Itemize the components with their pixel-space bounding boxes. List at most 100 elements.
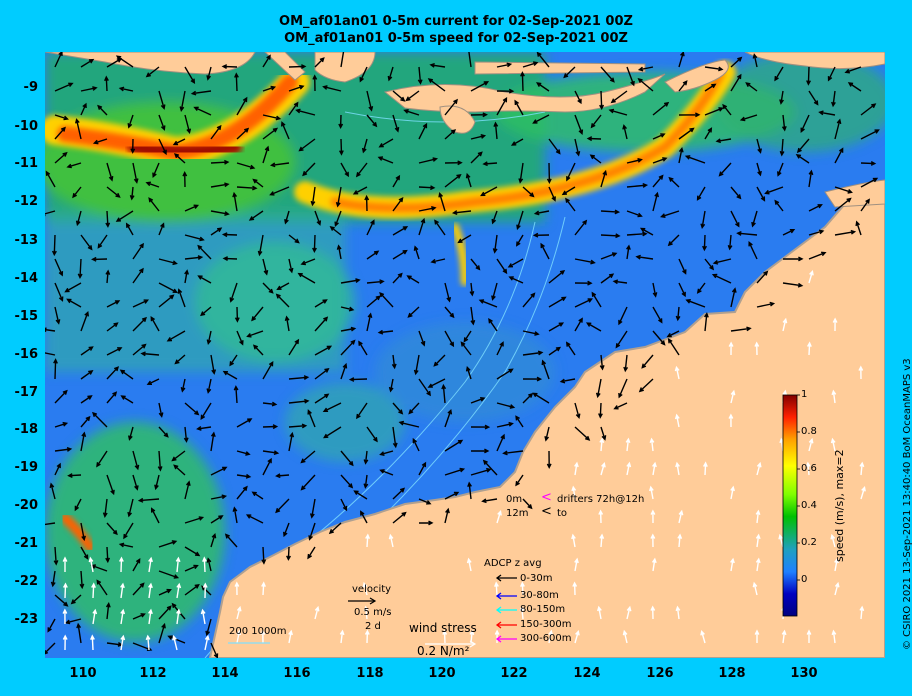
current-arrow: [392, 487, 405, 500]
current-arrow: [197, 275, 212, 284]
current-arrow: [678, 282, 686, 298]
current-arrow: [696, 186, 706, 201]
current-arrow: [127, 498, 134, 518]
current-arrow: [481, 498, 498, 504]
current-arrow: [158, 622, 166, 644]
wind-arrow: [728, 341, 734, 356]
lat-label: -10: [14, 119, 39, 134]
current-arrow: [652, 133, 666, 140]
drifter-legend-text: drifters 72h@12h: [557, 494, 645, 505]
current-arrow: [221, 64, 238, 70]
current-arrow: [468, 52, 472, 68]
current-arrow: [638, 378, 654, 393]
adcp-item: 300-600m: [520, 633, 572, 644]
current-arrow: [210, 124, 222, 140]
current-arrow: [275, 498, 290, 514]
current-arrow: [262, 457, 272, 476]
current-arrow: [269, 186, 290, 196]
current-arrow: [210, 532, 217, 548]
current-arrow: [275, 473, 290, 479]
current-arrow: [300, 258, 316, 266]
current-arrow: [358, 340, 368, 356]
current-arrow: [522, 330, 540, 336]
current-arrow: [123, 522, 134, 540]
current-arrow: [392, 511, 407, 524]
current-arrow: [444, 173, 462, 188]
wind-arrow: [755, 509, 761, 524]
current-arrow: [652, 306, 663, 324]
current-arrow: [314, 210, 322, 226]
current-arrow: [444, 491, 460, 500]
current-arrow: [70, 594, 82, 605]
current-arrow: [180, 378, 186, 393]
current-arrow: [145, 181, 160, 188]
current-arrow: [353, 490, 368, 500]
current-arrow: [637, 66, 654, 72]
current-arrow: [222, 256, 238, 262]
current-arrow: [678, 147, 684, 164]
wind-legend-value: 0.2 N/m²: [417, 644, 470, 658]
wind-arrow: [88, 556, 94, 573]
lon-label: 120: [428, 666, 456, 681]
colorbar-tick: 0.4: [801, 500, 817, 511]
current-arrow: [236, 185, 258, 191]
current-arrow: [600, 66, 615, 83]
wind-arrow: [859, 461, 865, 476]
current-arrow: [183, 426, 189, 443]
current-arrow: [430, 258, 446, 264]
current-arrow: [206, 378, 212, 394]
current-arrow: [496, 88, 515, 94]
current-arrow: [127, 114, 134, 129]
current-arrow: [206, 66, 212, 81]
current-arrow: [53, 358, 58, 380]
current-arrow: [434, 219, 446, 236]
lon-label: 114: [211, 666, 239, 681]
current-arrow: [514, 99, 524, 116]
current-arrow: [392, 174, 401, 188]
lon-label: 124: [573, 666, 601, 681]
current-arrow: [565, 197, 576, 212]
current-arrow: [106, 300, 121, 308]
current-arrow: [779, 90, 784, 105]
current-arrow: [262, 401, 278, 407]
wind-arrow: [91, 582, 96, 599]
current-arrow: [229, 354, 238, 367]
current-arrow: [236, 127, 250, 140]
current-arrow: [492, 234, 498, 254]
current-arrow: [184, 255, 204, 260]
current-arrow: [50, 570, 56, 588]
current-arrow: [166, 330, 186, 342]
current-arrow: [104, 75, 109, 92]
current-arrow: [493, 121, 499, 140]
current-arrow: [262, 145, 270, 164]
current-arrow: [444, 467, 466, 476]
current-arrow: [834, 229, 857, 236]
current-arrow: [781, 114, 787, 132]
wind-arrow: [148, 556, 153, 573]
current-arrow: [678, 258, 687, 275]
current-arrow: [522, 186, 535, 198]
current-arrow: [666, 330, 680, 338]
current-arrow: [491, 210, 498, 225]
current-arrow: [444, 129, 457, 140]
lat-label: -9: [23, 80, 38, 95]
current-arrow: [158, 540, 178, 548]
current-arrow: [595, 378, 602, 399]
current-arrow: [80, 58, 95, 68]
current-arrow: [307, 409, 316, 428]
current-arrow: [522, 498, 533, 510]
current-arrow: [779, 138, 785, 157]
current-arrow: [600, 233, 621, 239]
wind-arrow: [145, 634, 151, 651]
current-arrow: [618, 306, 628, 326]
current-arrow: [275, 293, 290, 308]
current-arrow: [586, 136, 602, 142]
current-arrow: [151, 507, 160, 524]
current-arrow: [541, 359, 550, 380]
wind-arrow: [600, 462, 606, 476]
ocean-current-map: [45, 52, 885, 658]
current-arrow: [314, 345, 333, 356]
wind-arrow: [859, 605, 865, 620]
wind-arrow: [834, 581, 840, 596]
current-arrow: [496, 341, 504, 356]
